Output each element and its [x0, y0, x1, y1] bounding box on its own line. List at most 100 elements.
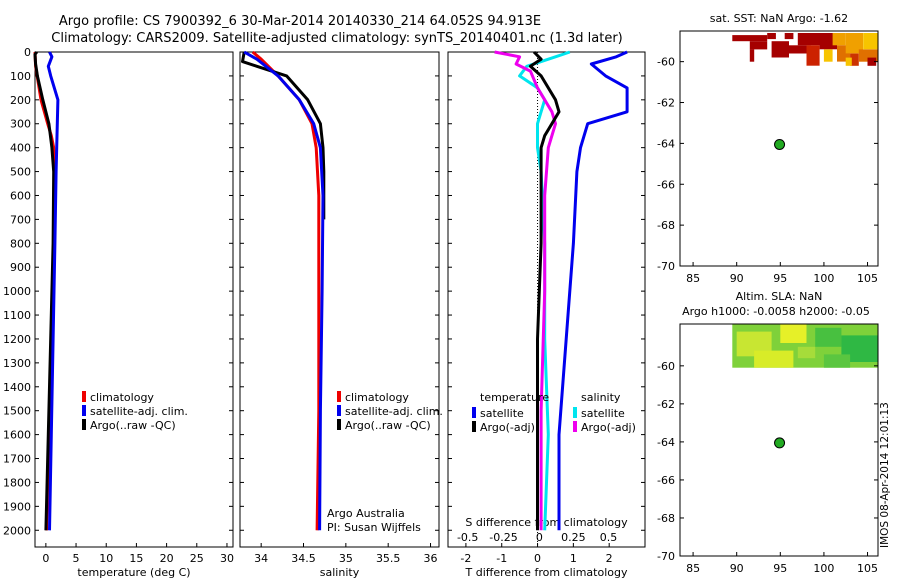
figure-title-line2: Climatology: CARS2009. Satellite-adjuste…: [51, 31, 623, 46]
x-tick-label: 20: [160, 552, 174, 565]
y-tick-label: 1400: [3, 381, 31, 394]
y-tick-label: 600: [10, 189, 31, 202]
heatmap-cell: [749, 41, 768, 50]
x-tick-label: 105: [857, 272, 878, 285]
x-tick-label: 0: [42, 552, 49, 565]
series-line-sal_argo: [494, 50, 557, 531]
sst-map-panel: -60 -62 -64 -66 -68 -70 85 90 95 100 105 sat. SST: …: [657, 12, 879, 285]
y-tick-label: 1900: [3, 500, 31, 513]
y-tick-label: -60: [657, 56, 675, 69]
x-axis-label: temperature (deg C): [77, 566, 190, 579]
x-tick-label: 100: [813, 272, 834, 285]
x-tick-label: 95: [773, 272, 787, 285]
difference-panel: -2 -1 0 1 2T difference from climatology -0.5…: [447, 50, 646, 579]
series-line-argo: [241, 51, 326, 220]
map-frame: [679, 323, 879, 557]
legend-label: Argo(-adj): [581, 421, 636, 434]
x-tick-label: 25: [190, 552, 204, 565]
heatmap-cell: [771, 41, 789, 58]
x-tick-label: 90: [730, 562, 744, 575]
s-tick-label: 0.5: [600, 531, 618, 544]
legend-swatch-satellite: [472, 407, 476, 418]
legend-heading: temperature: [480, 391, 549, 404]
y-tick-label: -64: [657, 436, 675, 449]
y-tick-label: 400: [10, 142, 31, 155]
x-tick-label: 35: [339, 552, 353, 565]
legend-swatch-climatology: [337, 391, 341, 402]
y-tick-label: 0: [24, 46, 31, 59]
y-tick-label: 1500: [3, 405, 31, 418]
y-tick-label: -60: [657, 360, 675, 373]
series-line-climatology: [251, 50, 321, 531]
legend-swatch-argo: [337, 419, 341, 430]
heatmap-cell: [845, 33, 864, 54]
legend-swatch-sal_argo: [573, 421, 577, 432]
heatmap-cell: [845, 57, 852, 66]
heatmap-cell: [823, 354, 851, 368]
map-title: sat. SST: NaN Argo: -1.62: [710, 12, 848, 25]
y-tick-label: -64: [657, 137, 675, 150]
heatmap-cell: [732, 35, 768, 42]
legend-swatch-satellite: [82, 405, 86, 416]
legend-label: Argo(..raw -QC): [345, 419, 431, 432]
x-tick-label: 36: [424, 552, 438, 565]
y-tick-label: 100: [10, 70, 31, 83]
x-tick-label: 105: [857, 562, 878, 575]
legend-label: satellite-adj. clim.: [90, 405, 188, 418]
s-tick-label: -0.25: [489, 531, 517, 544]
heatmap-cell: [823, 49, 833, 62]
heatmap-cell: [767, 33, 776, 40]
x-tick-label: 15: [129, 552, 143, 565]
series-line-argo: [33, 51, 56, 531]
y-tick-label: 2000: [3, 524, 31, 537]
legend-heading: salinity: [581, 391, 621, 404]
source-annotation: PI: Susan Wijffels: [327, 521, 421, 534]
x-tick-label: -1: [496, 552, 507, 565]
temperature-panel: 0100200300400500600700800900100011001200…: [3, 46, 234, 579]
heatmap-cell: [850, 53, 859, 66]
legend-label: satellite-adj. clim.: [345, 405, 443, 418]
timestamp-stamp: IMOS 08-Apr-2014 12:01:13: [879, 402, 891, 548]
profile-location-marker: [774, 437, 786, 449]
x-tick-label: 34.5: [291, 552, 316, 565]
legend-label: satellite: [480, 407, 524, 420]
y-tick-label: -70: [657, 260, 675, 273]
series-line-satellite: [557, 50, 629, 531]
legend-label: Argo(-adj): [480, 421, 535, 434]
x-tick-label: 100: [813, 562, 834, 575]
x-tick-label: 34: [254, 552, 268, 565]
legend-swatch-sal_satellite: [573, 407, 577, 418]
legend-label: satellite: [581, 407, 625, 420]
y-tick-label: 1000: [3, 285, 31, 298]
x-tick-label: 85: [686, 562, 700, 575]
plot-frame: [447, 51, 646, 548]
plot-frame: [239, 51, 440, 548]
y-tick-label: -62: [657, 97, 675, 110]
heatmap-cell: [815, 327, 842, 347]
x-tick-label: 0: [534, 552, 541, 565]
legend-label: climatology: [90, 391, 154, 404]
y-tick-label: -62: [657, 398, 675, 411]
x-tick-label: 1: [570, 552, 577, 565]
x-tick-label: 2: [606, 552, 613, 565]
x-tick-label: 10: [99, 552, 113, 565]
x-tick-label: 30: [220, 552, 234, 565]
series-line-argo: [528, 50, 561, 531]
heatmap-cell: [780, 324, 807, 343]
heatmap-cell: [754, 350, 794, 368]
y-tick-label: -68: [657, 512, 675, 525]
y-tick-label: 1200: [3, 333, 31, 346]
x-tick-label: -2: [460, 552, 471, 565]
x-tick-label: 5: [73, 552, 80, 565]
map-frame: [679, 30, 879, 267]
y-tick-label: 200: [10, 94, 31, 107]
series-line-satellite: [243, 50, 325, 531]
source-annotation: Argo Australia: [327, 507, 405, 520]
heatmap-cell: [789, 45, 811, 54]
heatmap-cell: [806, 45, 820, 66]
y-tick-label: -66: [657, 474, 675, 487]
y-tick-label: 1600: [3, 429, 31, 442]
y-tick-label: -68: [657, 219, 675, 232]
y-tick-label: 700: [10, 213, 31, 226]
